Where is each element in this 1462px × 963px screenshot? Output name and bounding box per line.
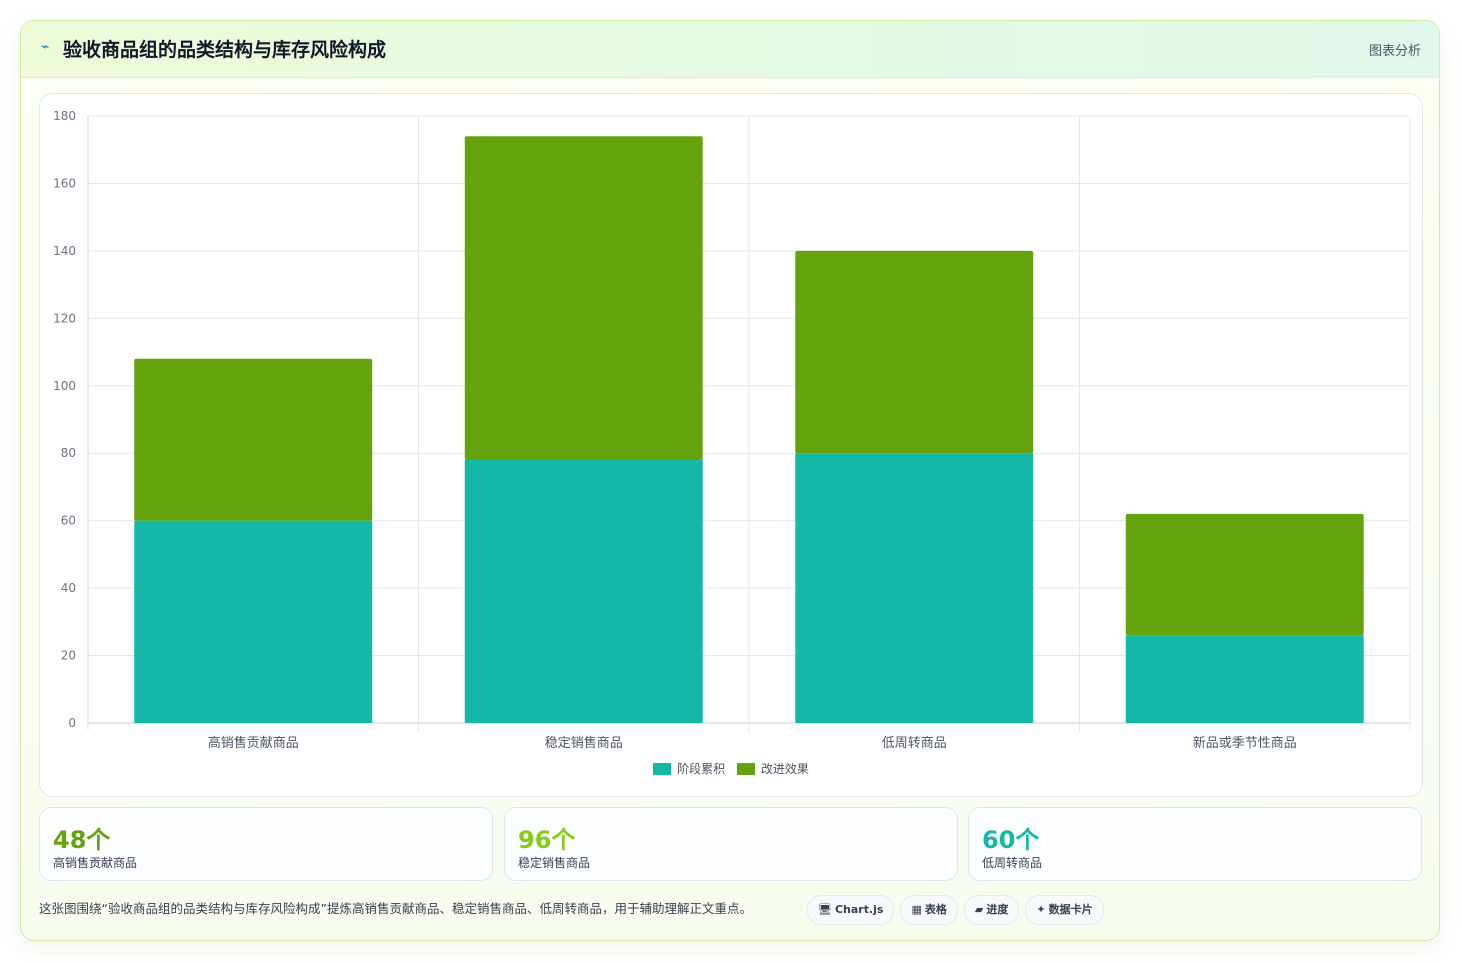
x-tick-label: 高销售贡献商品 xyxy=(208,735,299,751)
y-tick-label: 160 xyxy=(53,176,76,190)
y-tick-label: 60 xyxy=(61,514,76,528)
y-tick-label: 0 xyxy=(68,716,76,730)
bar-improvement-effect xyxy=(464,136,703,460)
legend-label-series-2: 改进效果 xyxy=(760,762,809,776)
legend-item-series-1[interactable]: 阶段累积 xyxy=(653,760,725,777)
stat-label: 低周转商品 xyxy=(982,856,1043,870)
tag-label: Chart.js xyxy=(834,903,884,916)
x-tick-label: 新品或季节性商品 xyxy=(1193,735,1297,751)
bar-improvement-effect xyxy=(1125,513,1364,636)
stat-value: 96个 xyxy=(518,826,576,854)
tag-label: 表格 xyxy=(924,903,947,916)
stat-label: 稳定销售商品 xyxy=(518,856,591,870)
stat-card-low-turnover: 60个 低周转商品 xyxy=(968,807,1422,881)
tag-label: 数据卡片 xyxy=(1048,903,1093,916)
chart-container: 0 20 40 60 80 100 120 140 160 180 高销售贡献商品 稳定销售商品 低周转… xyxy=(39,93,1423,797)
tag-label: 进度 xyxy=(986,903,1009,916)
bar-improvement-effect xyxy=(795,250,1034,454)
stat-card-stable-sales: 96个 稳定销售商品 xyxy=(504,807,958,881)
legend-swatch-series-1 xyxy=(653,763,672,775)
chart-legend: 阶段累积 改进效果 xyxy=(40,760,1422,777)
y-tick-label: 80 xyxy=(61,446,76,460)
legend-item-series-2[interactable]: 改进效果 xyxy=(736,760,809,777)
y-tick-label: 180 xyxy=(53,109,76,123)
bar-stage-cumulative xyxy=(795,453,1034,723)
x-tick-label: 稳定销售商品 xyxy=(545,735,623,751)
tag-chartjs[interactable]: 🖥 Chart.js xyxy=(807,895,895,925)
chart-line-icon: ⌁ xyxy=(41,39,50,55)
table-icon: ▦ xyxy=(911,903,922,916)
stat-cards: 48个 高销售贡献商品 96个 稳定销售商品 60个 低周转商品 xyxy=(39,807,1423,881)
legend-label-series-1: 阶段累积 xyxy=(677,762,726,776)
tag-data-card[interactable]: ✦ 数据卡片 xyxy=(1025,895,1104,925)
tag-progress[interactable]: ▰ 进度 xyxy=(963,895,1020,925)
chart-description: 这张图围绕“验收商品组的品类结构与库存风险构成”提炼高销售贡献商品、稳定销售商品… xyxy=(39,901,752,916)
y-tick-label: 40 xyxy=(61,581,76,595)
tag-table[interactable]: ▦ 表格 xyxy=(900,895,958,925)
chart-card: ⌁ 验收商品组的品类结构与库存风险构成 图表分析 0 20 40 60 80 100 120… xyxy=(20,20,1440,941)
bar-improvement-effect xyxy=(134,358,373,521)
progress-icon: ▰ xyxy=(974,903,984,916)
bar-stage-cumulative xyxy=(134,520,373,723)
bar-stage-cumulative xyxy=(1125,635,1364,723)
card-header: ⌁ 验收商品组的品类结构与库存风险构成 图表分析 xyxy=(21,21,1439,78)
sparkle-icon: ✦ xyxy=(1036,903,1046,916)
monitor-icon: 🖥 xyxy=(818,903,832,916)
y-tick-label: 140 xyxy=(53,244,76,258)
bar-stage-cumulative xyxy=(464,459,703,723)
page-title: 验收商品组的品类结构与库存风险构成 xyxy=(63,39,387,61)
stat-label: 高销售贡献商品 xyxy=(53,856,138,870)
stat-card-high-sales: 48个 高销售贡献商品 xyxy=(39,807,493,881)
y-tick-label: 120 xyxy=(53,311,76,325)
stat-value: 48个 xyxy=(53,826,111,854)
y-tick-label: 100 xyxy=(53,379,76,393)
stat-value: 60个 xyxy=(982,826,1040,854)
legend-swatch-series-2 xyxy=(736,763,755,775)
chart-analysis-link[interactable]: 图表分析 xyxy=(1368,44,1421,59)
x-tick-label: 低周转商品 xyxy=(882,736,947,751)
stacked-bar-chart: 0 20 40 60 80 100 120 140 160 180 高销售贡献商品 稳定销售商品 低周转… xyxy=(53,109,1411,751)
y-tick-label: 20 xyxy=(61,649,76,663)
tag-list: 🖥 Chart.js ▦ 表格 ▰ 进度 ✦ 数据卡片 xyxy=(807,895,1110,925)
